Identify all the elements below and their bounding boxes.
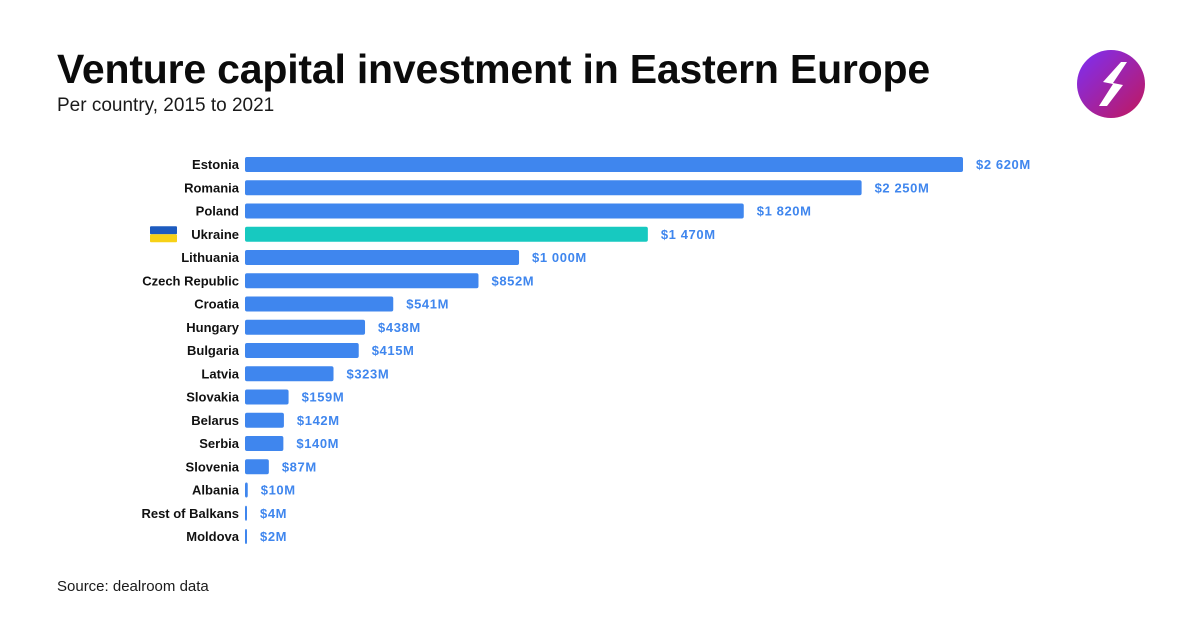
category-label: Slovakia [186, 390, 240, 405]
category-label: Belarus [191, 413, 239, 428]
category-label: Croatia [194, 297, 240, 312]
bar-lithuania [245, 250, 520, 265]
category-label: Poland [196, 204, 239, 219]
category-label: Lithuania [181, 250, 240, 265]
category-label: Romania [184, 180, 240, 195]
value-label: $1 470M [661, 227, 716, 242]
value-label: $10M [261, 483, 296, 498]
bar-czech-republic [245, 273, 479, 289]
bar-poland [245, 203, 744, 219]
value-label: $541M [406, 297, 449, 312]
value-label: $2 620M [976, 157, 1031, 172]
value-label: $2M [260, 529, 287, 544]
bar-hungary [245, 319, 366, 335]
chart-subtitle: Per country, 2015 to 2021 [57, 95, 275, 116]
lightning-s-logo-icon [1077, 50, 1145, 118]
category-label: Moldova [186, 529, 239, 544]
ukraine-flag-icon [150, 226, 177, 243]
category-label: Latvia [201, 366, 239, 381]
value-label: $140M [296, 436, 339, 451]
value-label: $1 000M [532, 250, 587, 265]
category-label: Estonia [192, 157, 240, 172]
bar-serbia [245, 436, 284, 451]
bar-albania [245, 482, 248, 498]
source-note: Source: dealroom data [57, 578, 209, 595]
bar-croatia [245, 296, 394, 312]
category-label: Czech Republic [142, 273, 239, 288]
bar-latvia [245, 366, 334, 382]
value-label: $4M [260, 506, 287, 521]
value-label: $1 820M [757, 204, 812, 219]
bar-rest-of-balkans [245, 505, 247, 521]
category-label: Ukraine [191, 227, 239, 242]
bar-ukraine [245, 226, 648, 242]
category-label: Bulgaria [187, 343, 240, 358]
value-label: $323M [347, 366, 390, 381]
category-label: Serbia [199, 436, 240, 451]
category-label: Slovenia [186, 459, 240, 474]
chart-title: Venture capital investment in Eastern Eu… [57, 46, 930, 92]
value-label: $142M [297, 413, 340, 428]
category-label: Rest of Balkans [141, 506, 239, 521]
value-label: $159M [302, 390, 345, 405]
bar-estonia [245, 157, 963, 172]
bar-slovenia [245, 459, 269, 475]
bar-romania [245, 180, 862, 196]
bar-moldova [245, 529, 247, 544]
bar-belarus [245, 412, 284, 428]
bar-slovakia [245, 389, 289, 405]
value-label: $2 250M [875, 180, 930, 195]
bar-bulgaria [245, 343, 359, 358]
category-label: Hungary [186, 320, 240, 335]
value-label: $87M [282, 459, 317, 474]
value-label: $438M [378, 320, 421, 335]
category-label: Albania [192, 483, 240, 498]
value-label: $415M [372, 343, 415, 358]
value-label: $852M [491, 273, 534, 288]
